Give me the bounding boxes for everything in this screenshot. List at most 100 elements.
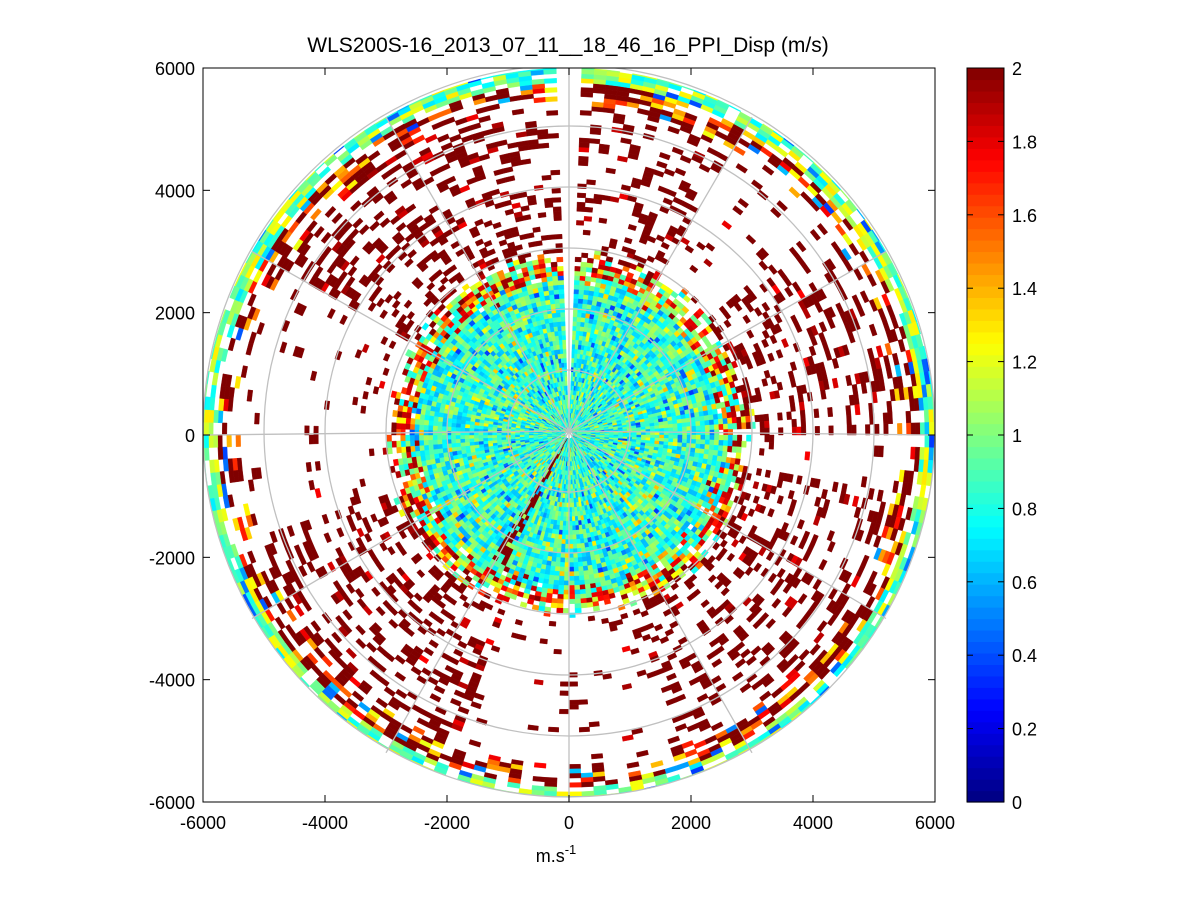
ppi-cell	[695, 443, 701, 450]
ppi-cell	[568, 566, 575, 572]
ppi-cell	[788, 395, 795, 405]
ppi-cell	[727, 445, 733, 453]
ppi-cell	[800, 418, 807, 428]
ppi-cell	[573, 561, 579, 568]
ppi-cell	[650, 434, 656, 439]
ppi-cell	[583, 574, 590, 581]
chart-title: WLS200S-16_2013_07_11__18_46_16_PPI_Disp…	[307, 34, 828, 57]
ppi-cell	[571, 348, 576, 354]
ppi-cell	[544, 606, 552, 613]
ppi-cell	[558, 571, 565, 577]
ppi-cell	[620, 137, 632, 145]
ppi-cell	[552, 588, 559, 595]
ppi-cell	[813, 408, 820, 419]
ppi-cell	[568, 699, 579, 705]
ppi-cell	[573, 584, 581, 591]
ppi-cell	[713, 419, 719, 426]
ppi-cell	[668, 427, 674, 432]
ppi-cell	[562, 525, 567, 531]
ppi-cell	[572, 316, 578, 322]
ppi-cell	[854, 404, 861, 416]
ppi-cell	[587, 615, 596, 622]
ppi-cell	[575, 534, 581, 540]
ppi-cell	[577, 192, 587, 199]
ppi-cell	[714, 434, 720, 441]
ppi-cell	[627, 223, 637, 232]
ppi-cell	[910, 422, 917, 436]
ppi-cell	[576, 312, 583, 318]
ppi-cell	[586, 257, 594, 264]
ppi-cell	[667, 420, 673, 425]
ppi-cell	[580, 598, 587, 604]
ppi-cell	[582, 561, 588, 567]
ppi-cell	[736, 416, 742, 424]
ppi-cell	[758, 414, 765, 422]
ppi-cell	[764, 427, 770, 436]
ppi-cell	[583, 579, 591, 585]
ppi-cell	[588, 721, 600, 728]
ppi-cell	[576, 538, 581, 545]
ppi-cell	[539, 638, 548, 645]
ppi-cell	[649, 437, 656, 442]
ppi-cell	[677, 442, 683, 448]
ppi-cell	[690, 443, 697, 449]
ppi-cell	[572, 311, 578, 318]
ppi-cell	[568, 681, 578, 687]
ppi-cell	[553, 579, 560, 586]
ppi-cell	[705, 434, 711, 441]
ppi-cell	[573, 557, 579, 563]
ppi-cell	[573, 293, 580, 299]
ppi-cell	[559, 561, 565, 568]
ppi-cell	[563, 580, 570, 586]
ppi-cell	[573, 288, 580, 295]
ppi-cell	[592, 776, 606, 783]
ppi-cell	[695, 434, 702, 440]
ppi-cell	[571, 520, 576, 527]
ppi-cell	[727, 434, 734, 441]
ppi-cell	[570, 497, 574, 504]
ppi-cell	[563, 575, 570, 582]
ppi-cell	[924, 422, 930, 436]
ppi-cell	[560, 543, 566, 549]
ppi-cell	[681, 418, 687, 424]
ppi-cell	[581, 790, 595, 797]
ppi-cell	[576, 220, 585, 226]
ppi-cell	[928, 447, 935, 461]
ppi-cell	[557, 589, 564, 595]
ppi-cell	[563, 594, 570, 600]
ppi-cell	[578, 726, 590, 733]
ppi-cell	[564, 557, 570, 563]
ppi-cell	[654, 437, 660, 442]
ppi-cell	[598, 143, 610, 150]
ppi-cell	[554, 561, 561, 568]
ppi-cell	[548, 620, 557, 627]
ppi-cell	[581, 252, 589, 259]
ppi-cell	[558, 525, 563, 531]
ppi-cell	[645, 434, 651, 439]
ppi-cell	[704, 419, 710, 426]
ppi-cell	[578, 155, 589, 162]
ppi-cell	[878, 445, 884, 458]
ppi-cell	[572, 529, 577, 536]
ppi-cell	[575, 525, 580, 531]
ppi-cell	[573, 307, 579, 313]
ppi-cell	[574, 266, 581, 272]
ppi-cell	[629, 143, 641, 152]
ppi-cell	[722, 418, 729, 425]
ppi-cell	[682, 434, 688, 440]
ppi-cell	[571, 511, 575, 517]
ppi-cell	[559, 690, 570, 696]
ppi-cell	[579, 538, 585, 544]
ppi-cell	[659, 434, 665, 439]
ppi-cell	[723, 440, 729, 447]
ppi-cell	[883, 423, 889, 436]
ppi-cell	[544, 781, 558, 788]
ppi-cell	[713, 444, 719, 451]
ppi-cell	[743, 403, 750, 411]
ppi-cell	[583, 216, 593, 222]
ppi-cell	[572, 539, 577, 545]
ppi-cell	[559, 566, 565, 572]
ppi-cell	[798, 401, 805, 411]
ppi-cell	[571, 507, 575, 513]
ppi-cell	[554, 566, 561, 572]
